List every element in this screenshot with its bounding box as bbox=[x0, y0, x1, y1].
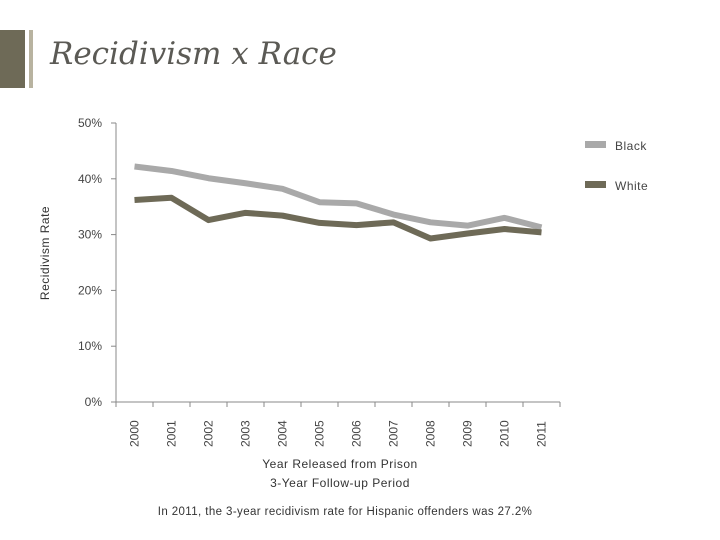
x-tick-label: 2000 bbox=[128, 420, 142, 447]
x-tick-label: 2008 bbox=[424, 420, 438, 447]
legend-label-white: White bbox=[615, 179, 648, 193]
y-tick-label: 10% bbox=[78, 339, 102, 353]
x-tick-label: 2004 bbox=[276, 420, 290, 447]
legend-swatch-black bbox=[585, 141, 606, 148]
x-tick-label: 2002 bbox=[202, 420, 216, 447]
legend-label-black: Black bbox=[615, 139, 647, 153]
series-line-black bbox=[134, 163, 543, 231]
y-tick-label: 50% bbox=[78, 116, 102, 130]
series-layer bbox=[134, 163, 543, 242]
footnote: In 2011, the 3-year recidivism rate for … bbox=[157, 506, 533, 518]
x-axis: 2000 2001 2002 2003 2004 2005 2006 2007 2008 2009… bbox=[115, 401, 561, 447]
title-accent-stripe bbox=[29, 30, 33, 88]
x-tick-label: 2007 bbox=[387, 420, 401, 447]
series-black bbox=[134, 163, 543, 231]
series-white bbox=[134, 194, 542, 242]
y-tick-label: 30% bbox=[78, 228, 102, 242]
slide-title: Recidivism x Race bbox=[50, 36, 337, 72]
x-axis-sublabel: 3-Year Follow-up Period bbox=[270, 476, 410, 490]
y-axis: 0% 10% 20% 30% 40% 50% bbox=[78, 116, 117, 409]
x-axis-label: Year Released from Prison bbox=[262, 457, 417, 471]
y-tick-label: 20% bbox=[78, 283, 102, 297]
x-tick-label: 2011 bbox=[535, 421, 549, 447]
y-tick-label: 40% bbox=[78, 172, 102, 186]
x-tick-label: 2005 bbox=[313, 420, 327, 447]
x-tick-label: 2010 bbox=[498, 420, 512, 447]
x-tick-label: 2009 bbox=[461, 420, 475, 447]
title-accent-bar bbox=[0, 30, 25, 88]
x-tick-label: 2003 bbox=[239, 420, 253, 447]
legend: Black White bbox=[585, 139, 648, 193]
x-tick-label: 2006 bbox=[350, 420, 364, 447]
y-tick-label: 0% bbox=[85, 395, 103, 409]
y-axis-label: Recidivism Rate bbox=[38, 206, 52, 300]
series-line-white bbox=[134, 194, 542, 242]
legend-swatch-white bbox=[585, 181, 606, 188]
x-tick-label: 2001 bbox=[165, 420, 179, 447]
